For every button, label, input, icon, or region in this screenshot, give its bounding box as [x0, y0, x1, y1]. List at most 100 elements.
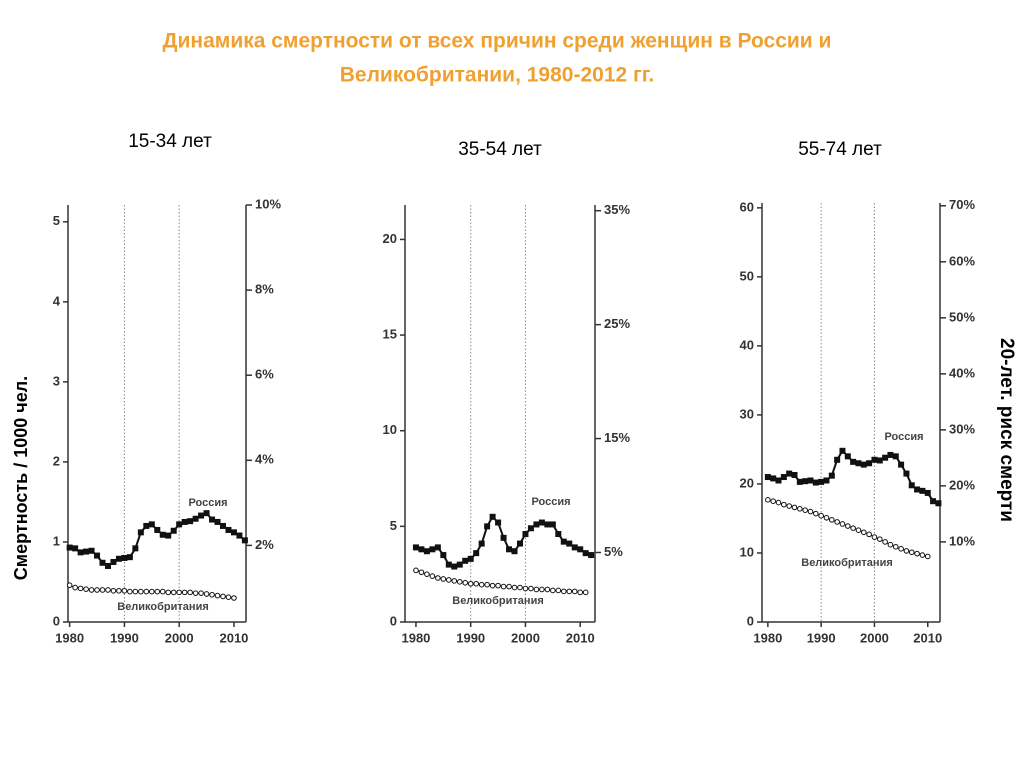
point: [560, 588, 567, 595]
point: [214, 518, 221, 525]
point: [467, 555, 474, 562]
point: [440, 552, 447, 559]
point: [478, 581, 485, 588]
point: [577, 546, 584, 553]
x-tick-label: 1980: [401, 630, 430, 645]
point: [418, 546, 425, 553]
point: [500, 583, 507, 590]
point: [839, 521, 846, 527]
point: [797, 505, 803, 512]
point: [807, 477, 814, 484]
point: [919, 552, 926, 558]
point: [187, 589, 193, 596]
point: [495, 582, 501, 589]
chart-subtitle: 15-34 лет: [128, 131, 212, 152]
y2-tick-label: 4%: [255, 452, 274, 467]
y-tick-label: 60: [740, 199, 754, 214]
point: [484, 523, 491, 530]
point: [456, 561, 463, 568]
point: [903, 470, 910, 477]
point: [241, 537, 248, 544]
x-tick-label: 2000: [860, 630, 889, 645]
x-tick-label: 2010: [219, 630, 248, 645]
point: [527, 525, 534, 532]
series-label: Великобритания: [452, 595, 544, 607]
point: [845, 523, 851, 529]
y2-tick-label: 40%: [949, 365, 975, 380]
point: [908, 549, 915, 556]
point: [528, 585, 534, 592]
chart-subtitle: 35-54 лет: [458, 139, 542, 160]
point: [187, 518, 194, 525]
point: [99, 559, 106, 566]
point: [823, 514, 830, 521]
point: [823, 477, 830, 484]
point: [66, 582, 73, 588]
x-tick-label: 1990: [807, 630, 836, 645]
point: [571, 544, 578, 551]
point: [892, 453, 899, 460]
point: [110, 558, 117, 565]
point: [813, 510, 819, 517]
point: [566, 540, 573, 547]
point: [137, 529, 144, 536]
point: [105, 587, 111, 593]
x-tick-label: 2010: [913, 630, 942, 645]
point: [571, 588, 578, 595]
series-label: Россия: [188, 497, 227, 509]
point: [844, 453, 851, 460]
point: [88, 547, 95, 554]
point: [429, 573, 436, 579]
point: [462, 579, 469, 586]
point: [489, 513, 496, 520]
x-tick-label: 1990: [456, 630, 485, 645]
point: [550, 587, 556, 594]
point: [83, 548, 90, 555]
point: [115, 555, 122, 562]
point: [159, 588, 166, 595]
point: [887, 451, 894, 458]
point: [473, 550, 480, 557]
point: [924, 553, 931, 560]
point: [860, 529, 867, 536]
series-label: Россия: [884, 431, 923, 443]
y-tick-label: 0: [747, 613, 754, 628]
point: [829, 517, 835, 523]
point: [538, 519, 545, 526]
y-tick-label: 20: [383, 231, 397, 246]
point: [203, 591, 210, 597]
point: [887, 541, 894, 548]
point: [812, 479, 819, 486]
point: [467, 580, 474, 587]
y2-axis-label: 20-лет. риск смерти: [996, 338, 1017, 522]
point: [577, 589, 584, 596]
y-tick-label: 3: [53, 373, 60, 388]
point: [770, 475, 777, 482]
point: [914, 486, 921, 493]
point: [834, 456, 841, 463]
y2-tick-label: 50%: [949, 309, 975, 324]
point: [781, 501, 787, 508]
point: [796, 478, 803, 485]
point: [582, 589, 589, 596]
point: [198, 512, 205, 519]
point: [898, 546, 904, 552]
point: [220, 593, 226, 600]
y2-tick-label: 2%: [255, 537, 274, 552]
point: [127, 588, 133, 595]
point: [72, 545, 79, 552]
point: [214, 592, 221, 599]
point: [876, 457, 883, 464]
point: [533, 586, 540, 593]
point: [181, 518, 188, 525]
point: [148, 588, 155, 595]
point: [165, 532, 172, 539]
point: [786, 503, 792, 509]
title-line: Динамика смертности от всех причин среди…: [163, 30, 832, 53]
point: [446, 577, 452, 583]
y2-tick-label: 5%: [604, 544, 623, 559]
point: [882, 454, 889, 461]
point: [495, 519, 502, 526]
point: [818, 478, 825, 485]
point: [506, 546, 513, 553]
